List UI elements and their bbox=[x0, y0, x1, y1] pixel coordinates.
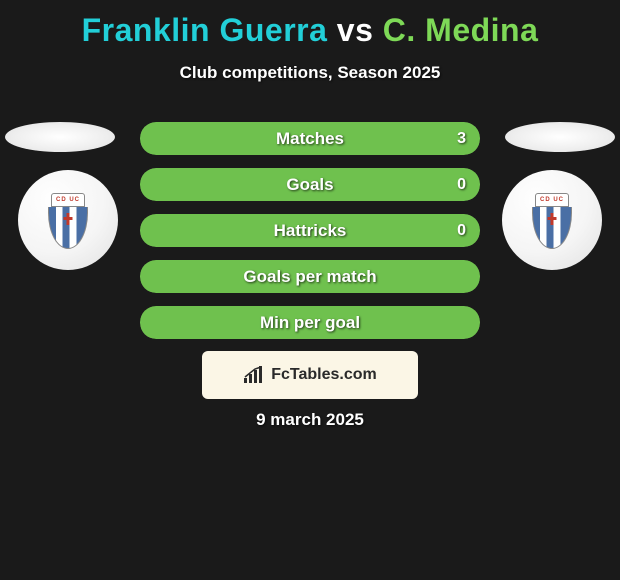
stat-label: Min per goal bbox=[140, 313, 480, 333]
player2-disc bbox=[505, 122, 615, 152]
stat-right-value: 0 bbox=[457, 222, 466, 240]
player2-name: C. Medina bbox=[383, 12, 539, 48]
stat-label: Goals bbox=[140, 175, 480, 195]
stat-right-value: 3 bbox=[457, 130, 466, 148]
stat-label: Goals per match bbox=[140, 267, 480, 287]
stat-label: Matches bbox=[140, 129, 480, 149]
club-shield-icon: CD UC bbox=[532, 193, 572, 248]
vs-text: vs bbox=[337, 12, 374, 48]
stat-row-mpg: Min per goal bbox=[140, 306, 480, 339]
player1-club-badge: CD UC bbox=[18, 170, 118, 270]
comparison-title: Franklin Guerra vs C. Medina bbox=[0, 0, 620, 49]
stats-container: Matches 3 Goals 0 Hattricks 0 Goals per … bbox=[140, 122, 480, 352]
club-shield-icon: CD UC bbox=[48, 193, 88, 248]
stat-row-gpm: Goals per match bbox=[140, 260, 480, 293]
player1-disc bbox=[5, 122, 115, 152]
brand-box: FcTables.com bbox=[202, 351, 418, 399]
player1-name: Franklin Guerra bbox=[82, 12, 328, 48]
stat-row-matches: Matches 3 bbox=[140, 122, 480, 155]
stat-row-hattricks: Hattricks 0 bbox=[140, 214, 480, 247]
stat-label: Hattricks bbox=[140, 221, 480, 241]
stat-row-goals: Goals 0 bbox=[140, 168, 480, 201]
bar-chart-icon bbox=[243, 366, 265, 384]
subtitle: Club competitions, Season 2025 bbox=[0, 63, 620, 83]
date-text: 9 march 2025 bbox=[0, 410, 620, 430]
player2-club-badge: CD UC bbox=[502, 170, 602, 270]
stat-right-value: 0 bbox=[457, 176, 466, 194]
brand-text: FcTables.com bbox=[271, 366, 377, 384]
